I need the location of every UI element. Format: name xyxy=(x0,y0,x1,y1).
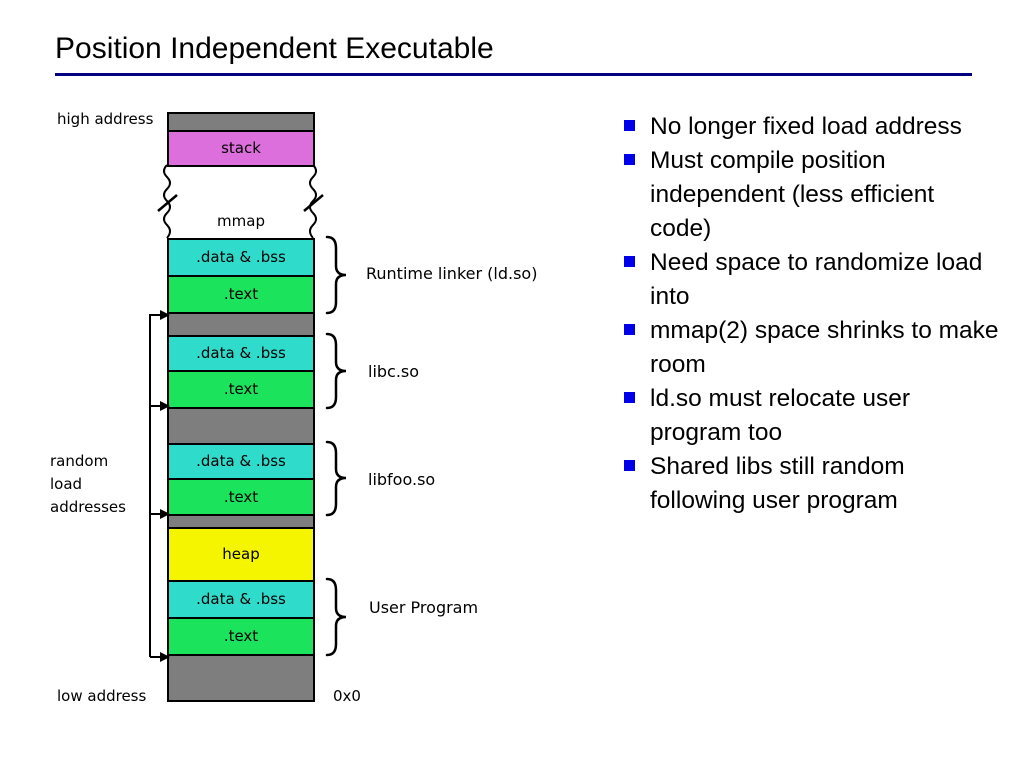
brace-user-program xyxy=(325,577,347,657)
segment-reserved-bottom xyxy=(167,654,315,702)
list-item: Shared libs still random following user … xyxy=(622,450,1002,518)
segment-label: .data & .bss xyxy=(196,452,286,470)
bullet-square-icon xyxy=(624,256,635,267)
segment-label: .text xyxy=(223,487,259,506)
label-user-program: User Program xyxy=(369,598,479,617)
segment-ldso-text: .text xyxy=(167,275,315,312)
bullet-square-icon xyxy=(624,324,635,335)
list-item: ld.so must relocate user program too xyxy=(622,382,1002,450)
segment-user-data-bss: .data & .bss xyxy=(167,580,315,617)
segment-label: .data & .bss xyxy=(196,344,286,362)
segment-libfoo-text: .text xyxy=(167,478,315,514)
brace-libc xyxy=(325,332,347,410)
bullet-square-icon xyxy=(624,460,635,471)
segment-libfoo-data-bss: .data & .bss xyxy=(167,443,315,478)
segment-libc-data-bss: .data & .bss xyxy=(167,335,315,370)
brace-runtime-linker xyxy=(325,235,347,315)
bullet-text: ld.so must relocate user program too xyxy=(650,385,911,446)
label-line: addresses xyxy=(50,498,126,516)
bullet-square-icon xyxy=(624,154,635,165)
brace-libfoo xyxy=(325,440,347,517)
segment-mmap-label: mmap xyxy=(217,212,265,230)
label-random-load-addresses: random load addresses xyxy=(50,450,126,519)
segment-stack: stack xyxy=(167,130,315,165)
bullet-list: No longer fixed load address Must compil… xyxy=(622,110,1002,518)
bullet-text: No longer fixed load address xyxy=(650,113,962,140)
segment-label: .data & .bss xyxy=(196,590,286,608)
label-low-address: low address xyxy=(57,687,147,705)
bullet-text: Need space to randomize load into xyxy=(650,249,983,310)
list-item: mmap(2) space shrinks to make room xyxy=(622,314,1002,382)
label-zero-address: 0x0 xyxy=(333,687,361,705)
segment-ldso-data-bss: .data & .bss xyxy=(167,238,315,275)
bullet-text: mmap(2) space shrinks to make room xyxy=(650,317,999,378)
label-line: random xyxy=(50,452,109,470)
label-line: load xyxy=(50,475,83,493)
segment-reserved xyxy=(167,514,315,527)
segment-label: .data & .bss xyxy=(196,248,286,266)
title-underline xyxy=(55,73,972,76)
segment-heap: heap xyxy=(167,527,315,580)
segment-reserved xyxy=(167,312,315,335)
segment-user-text: .text xyxy=(167,617,315,654)
bullet-square-icon xyxy=(624,120,635,131)
label-runtime-linker: Runtime linker (ld.so) xyxy=(366,264,538,283)
page-title: Position Independent Executable xyxy=(55,32,494,65)
label-high-address: high address xyxy=(57,110,154,128)
list-item: Must compile position independent (less … xyxy=(622,144,1002,246)
segment-label: .text xyxy=(223,380,259,398)
memory-map: stack mmap .data & .bss .text .data & .b… xyxy=(167,112,315,702)
segment-mmap-gap: mmap xyxy=(167,165,315,238)
bullet-text: Must compile position independent (less … xyxy=(650,147,935,242)
bullet-text: Shared libs still random following user … xyxy=(650,453,905,514)
segment-label: .text xyxy=(223,627,259,645)
segment-label: .text xyxy=(223,285,259,303)
list-item: No longer fixed load address xyxy=(622,110,1002,144)
segment-reserved-top xyxy=(167,112,315,130)
segment-libc-text: .text xyxy=(167,370,315,407)
segment-stack-label: stack xyxy=(221,139,261,157)
segment-reserved xyxy=(167,407,315,443)
list-item: Need space to randomize load into xyxy=(622,246,1002,314)
label-libfoo: libfoo.so xyxy=(368,470,436,489)
segment-heap-label: heap xyxy=(222,545,260,563)
bullet-square-icon xyxy=(624,392,635,403)
label-libc: libc.so xyxy=(368,362,420,381)
